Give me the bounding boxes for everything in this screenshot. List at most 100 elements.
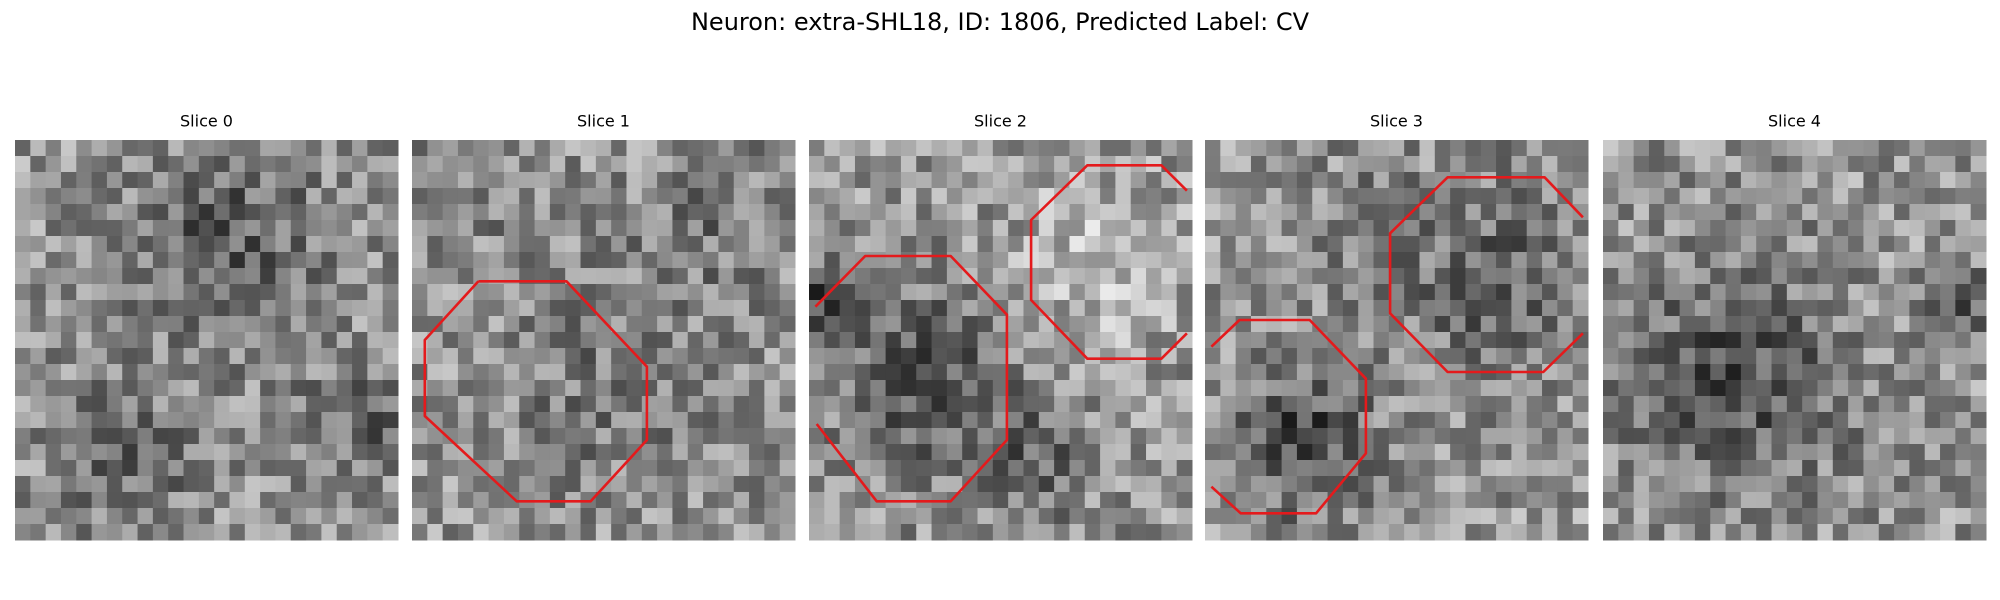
pixel bbox=[703, 156, 719, 173]
pixel bbox=[916, 332, 933, 349]
pixel bbox=[1526, 348, 1543, 365]
pixel bbox=[1572, 300, 1589, 317]
pixel bbox=[549, 300, 566, 317]
pixel bbox=[1358, 172, 1375, 189]
pixel bbox=[1100, 492, 1116, 509]
pixel bbox=[1084, 204, 1101, 221]
pixel bbox=[1679, 412, 1696, 429]
pixel bbox=[91, 428, 108, 445]
pixel bbox=[488, 284, 505, 301]
pixel bbox=[321, 316, 338, 333]
pixel bbox=[1388, 348, 1405, 365]
pixel bbox=[1756, 348, 1773, 365]
pixel bbox=[718, 156, 735, 173]
pixel bbox=[1863, 236, 1880, 253]
pixel bbox=[1557, 252, 1574, 269]
pixel bbox=[977, 140, 994, 157]
pixel bbox=[1664, 508, 1681, 525]
pixel bbox=[1130, 460, 1147, 477]
pixel bbox=[168, 460, 185, 477]
pixel bbox=[916, 396, 933, 413]
pixel bbox=[1404, 444, 1420, 461]
pixel bbox=[336, 460, 353, 477]
pixel bbox=[733, 236, 750, 253]
pixel bbox=[977, 428, 994, 445]
pixel bbox=[1572, 444, 1589, 461]
pixel bbox=[611, 156, 627, 173]
pixel bbox=[122, 412, 139, 429]
pixel bbox=[183, 460, 200, 477]
pixel bbox=[565, 220, 582, 237]
pixel bbox=[367, 220, 384, 237]
pixel bbox=[1373, 412, 1390, 429]
pixel bbox=[1176, 236, 1193, 253]
pixel bbox=[137, 316, 154, 333]
pixel bbox=[839, 268, 856, 285]
pixel bbox=[916, 284, 933, 301]
pixel bbox=[1924, 252, 1941, 269]
pixel bbox=[992, 396, 1009, 413]
pixel bbox=[1786, 188, 1803, 205]
pixel bbox=[1710, 252, 1727, 269]
pixel bbox=[1511, 156, 1528, 173]
pixel bbox=[1817, 284, 1834, 301]
pixel bbox=[611, 444, 627, 461]
pixel bbox=[457, 300, 474, 317]
pixel bbox=[1848, 268, 1864, 285]
pixel bbox=[1848, 380, 1864, 397]
pixel bbox=[60, 476, 77, 493]
pixel bbox=[764, 316, 781, 333]
pixel bbox=[336, 300, 353, 317]
pixel bbox=[1832, 252, 1849, 269]
pixel bbox=[870, 188, 887, 205]
pixel bbox=[336, 364, 353, 381]
pixel bbox=[992, 332, 1009, 349]
pixel bbox=[1296, 236, 1313, 253]
pixel bbox=[534, 204, 551, 221]
pixel bbox=[1557, 380, 1574, 397]
pixel bbox=[1450, 156, 1466, 173]
pixel bbox=[764, 380, 781, 397]
pixel bbox=[534, 140, 551, 157]
pixel bbox=[382, 364, 399, 381]
pixel bbox=[336, 236, 353, 253]
pixel bbox=[595, 332, 612, 349]
pixel bbox=[352, 220, 368, 237]
pixel bbox=[854, 380, 871, 397]
pixel bbox=[1526, 476, 1543, 493]
pixel bbox=[1832, 508, 1849, 525]
pixel bbox=[839, 396, 856, 413]
pixel bbox=[1235, 332, 1252, 349]
pixel bbox=[152, 284, 169, 301]
pixel bbox=[1955, 460, 1972, 477]
pixel bbox=[503, 188, 520, 205]
pixel bbox=[382, 252, 399, 269]
pixel bbox=[1725, 172, 1742, 189]
pixel bbox=[931, 316, 948, 333]
pixel bbox=[1312, 364, 1329, 381]
pixel bbox=[1327, 220, 1344, 237]
pixel bbox=[1388, 460, 1405, 477]
pixel bbox=[260, 396, 276, 413]
pixel bbox=[412, 268, 428, 285]
pixel bbox=[1205, 316, 1221, 333]
pixel bbox=[1388, 140, 1405, 157]
pixel bbox=[519, 284, 536, 301]
pixel bbox=[809, 268, 825, 285]
pixel bbox=[916, 236, 933, 253]
pixel bbox=[30, 412, 47, 429]
pixel bbox=[595, 364, 612, 381]
pixel bbox=[1603, 316, 1619, 333]
pixel bbox=[106, 268, 123, 285]
pixel bbox=[1146, 252, 1162, 269]
pixel bbox=[1220, 156, 1237, 173]
pixel bbox=[45, 444, 62, 461]
pixel bbox=[1373, 460, 1390, 477]
pixel bbox=[30, 364, 47, 381]
pixel bbox=[290, 188, 307, 205]
pixel bbox=[503, 524, 520, 541]
pixel bbox=[718, 428, 735, 445]
pixel bbox=[1664, 204, 1681, 221]
pixel bbox=[1694, 428, 1711, 445]
pixel bbox=[152, 508, 169, 525]
